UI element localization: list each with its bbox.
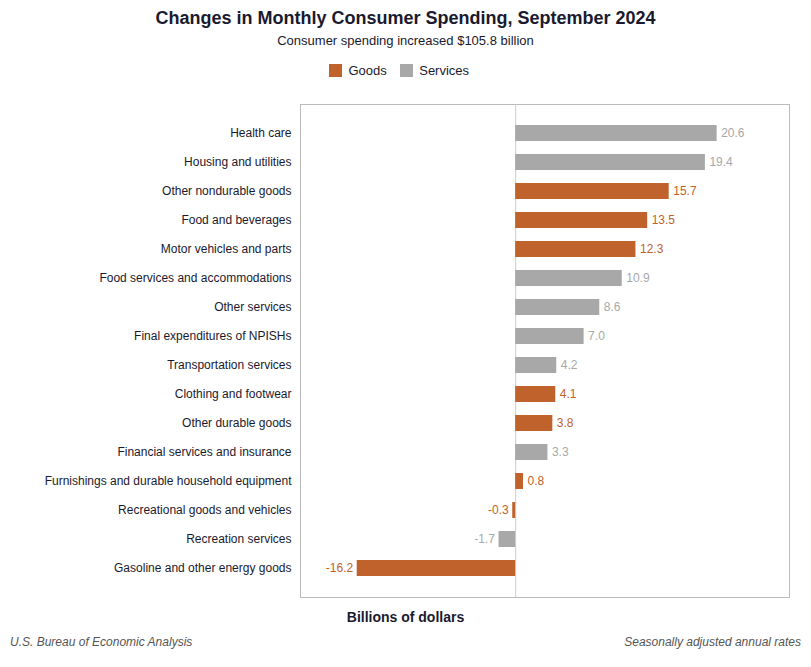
svg-text:12.3: 12.3 [640,242,664,256]
svg-text:Furnishings and durable househ: Furnishings and durable household equipm… [45,474,293,488]
svg-text:3.3: 3.3 [552,445,569,459]
svg-text:7.0: 7.0 [588,329,605,343]
svg-text:Gasoline and other energy good: Gasoline and other energy goods [114,561,291,575]
svg-text:3.8: 3.8 [557,416,574,430]
svg-text:Other durable goods: Other durable goods [182,416,291,430]
svg-text:Final expenditures of NPISHs: Final expenditures of NPISHs [134,329,291,343]
svg-text:Food services and accommodatio: Food services and accommodations [99,271,291,285]
svg-text:Motor vehicles and parts: Motor vehicles and parts [161,242,292,256]
svg-text:Food and beverages: Food and beverages [181,213,291,227]
svg-text:Recreation services: Recreation services [186,532,291,546]
html-text:Seasonally adjusted annual rat: Seasonally adjusted annual rates [624,634,801,649]
svg-text:8.6: 8.6 [604,300,621,314]
svg-text:Other services: Other services [214,300,291,314]
svg-text:0.8: 0.8 [527,474,544,488]
svg-text:15.7: 15.7 [673,184,697,198]
html-text:Services: Services [419,63,470,78]
svg-text:4.2: 4.2 [561,358,578,372]
svg-text:Housing and utilities: Housing and utilities [184,155,291,169]
svg-text:-1.7: -1.7 [474,532,495,546]
svg-text:Recreational goods and vehicle: Recreational goods and vehicles [118,503,291,517]
svg-text:-0.3: -0.3 [488,503,509,517]
svg-text:4.1: 4.1 [560,387,577,401]
svg-text:20.6: 20.6 [721,126,745,140]
svg-text:Clothing and footwear: Clothing and footwear [175,387,292,401]
html-text:Consumer spending increased $1: Consumer spending increased $105.8 billi… [277,33,534,48]
html-text:Billions of dollars: Billions of dollars [346,608,465,625]
svg-text:19.4: 19.4 [709,155,733,169]
svg-text:Health care: Health care [230,126,292,140]
svg-text:Transportation services: Transportation services [167,358,291,372]
svg-text:Other nondurable goods: Other nondurable goods [162,184,291,198]
html-text:U.S. Bureau of Economic Analys: U.S. Bureau of Economic Analysis [10,634,193,649]
html-text:Goods: Goods [348,63,387,78]
svg-text:Financial services and insuran: Financial services and insurance [117,445,291,459]
svg-text:13.5: 13.5 [652,213,676,227]
svg-text:-16.2: -16.2 [326,561,354,575]
html-text:Changes in Monthly Consumer Sp: Changes in Monthly Consumer Spending, Se… [155,8,656,28]
svg-text:10.9: 10.9 [626,271,650,285]
